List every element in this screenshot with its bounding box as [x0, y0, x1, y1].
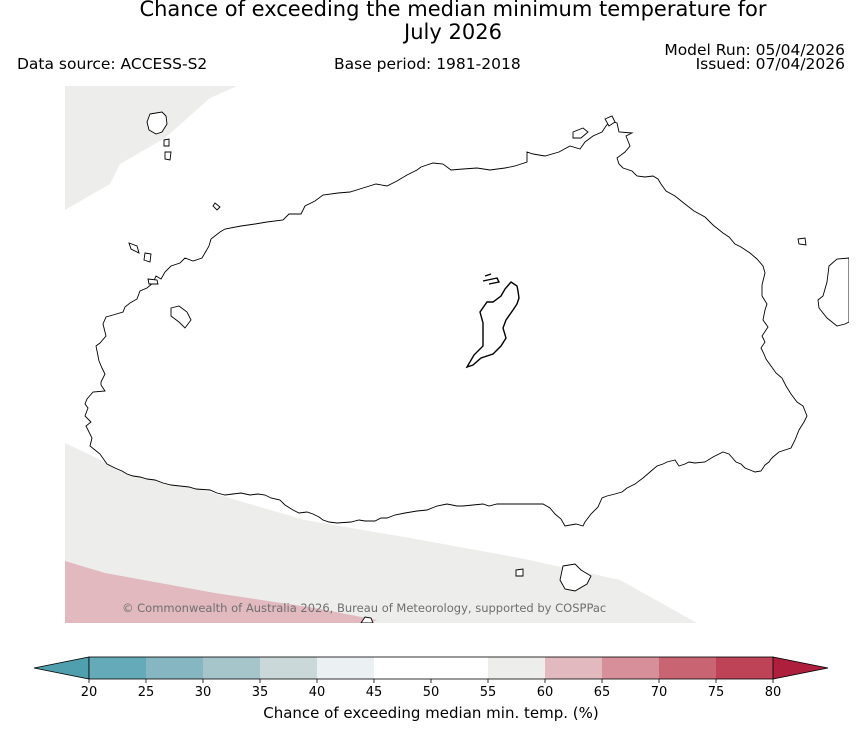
island-northwest-small: [163, 138, 172, 161]
inland-lake: [465, 281, 520, 369]
colorbar-bin-25-30: [146, 657, 204, 679]
zone-northwest: [65, 86, 237, 210]
island-west-5: [170, 305, 192, 329]
issued-label: Issued: 07/04/2026: [695, 55, 845, 73]
colorbar-tick-label: 65: [594, 685, 611, 700]
colorbar-tick-label: 60: [537, 685, 554, 700]
island-south-kadavu: [559, 563, 592, 592]
model-run-label: Model Run: 05/04/2026: [664, 41, 845, 59]
colorbar-bin-65-70: [602, 657, 660, 679]
map-panel: © Commonwealth of Australia 2026, Bureau…: [65, 86, 849, 623]
map-svg: [65, 86, 849, 623]
inland-lake-north: [482, 273, 501, 285]
colorbar-bin-70-75: [659, 657, 717, 679]
colorbar: 20 25 30 35 40 45 50 55 60 65 70 75 80: [33, 656, 829, 700]
title-line-1: Chance of exceeding the median minimum t…: [139, 0, 767, 21]
colorbar-tick-label: 20: [81, 685, 98, 700]
colorbar-tick-label: 75: [708, 685, 725, 700]
colorbar-tick-label: 35: [252, 685, 269, 700]
colorbar-tick-label: 25: [138, 685, 155, 700]
colorbar-bin-20-25: [89, 657, 147, 679]
island-south-edge: [360, 616, 374, 623]
island-south-small: [515, 568, 524, 577]
colorbar-label: Chance of exceeding median min. temp. (%…: [263, 704, 599, 722]
chart-title: Chance of exceeding the median minimum t…: [0, 0, 862, 44]
colorbar-bin-50-55: [431, 657, 489, 679]
colorbar-ticks: 20 25 30 35 40 45 50 55 60 65 70 75 80: [81, 679, 782, 700]
colorbar-tick-label: 50: [423, 685, 440, 700]
island-west-3: [143, 252, 152, 263]
island-north: [572, 115, 616, 139]
colorbar-over-triangle: [772, 656, 829, 680]
colorbar-bin-75-80: [716, 657, 774, 679]
title-line-2: July 2026: [404, 20, 502, 44]
colorbar-tick-label: 80: [765, 685, 782, 700]
colorbar-bins: [33, 656, 829, 680]
colorbar-bin-55-60: [488, 657, 546, 679]
colorbar-bin-35-40: [260, 657, 318, 679]
island-west-4: [147, 278, 159, 285]
base-period-label: Base period: 1981-2018: [334, 55, 521, 73]
colorbar-bin-30-35: [203, 657, 261, 679]
data-source-label: Data source: ACCESS-S2: [17, 55, 208, 73]
zone-southwest: [65, 561, 377, 623]
island-east-vanua-levu: [817, 257, 849, 327]
colorbar-bin-40-45: [317, 657, 375, 679]
colorbar-under-triangle: [33, 656, 90, 680]
colorbar-tick-label: 45: [366, 685, 383, 700]
island-east-small: [797, 237, 807, 246]
colorbar-tick-label: 40: [309, 685, 326, 700]
zone-south: [65, 443, 697, 623]
island-northwest-large: [146, 111, 168, 135]
colorbar-bin-45-50: [374, 657, 432, 679]
colorbar-tick-label: 55: [480, 685, 497, 700]
colorbar-tick-label: 30: [195, 685, 212, 700]
copyright-notice: © Commonwealth of Australia 2026, Bureau…: [122, 601, 607, 615]
colorbar-bin-60-65: [545, 657, 603, 679]
main-island-coastline: [84, 120, 808, 527]
colorbar-tick-label: 70: [651, 685, 668, 700]
island-west-1: [212, 202, 221, 211]
island-west-2: [128, 242, 140, 254]
